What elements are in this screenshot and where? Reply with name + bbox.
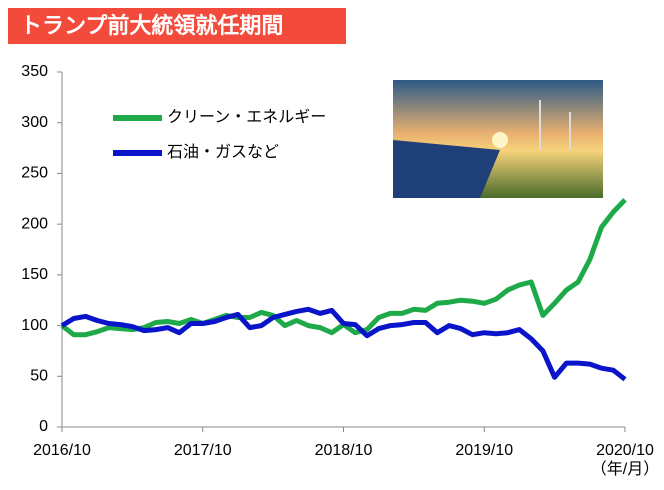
- chart-title: トランプ前大統領就任期間: [20, 13, 283, 38]
- y-tick-label: 0: [39, 418, 48, 435]
- x-tick-label: 2016/10: [33, 442, 91, 459]
- chart: トランプ前大統領就任期間 （年/月） 0 50 100 150 200 250 300 350…: [0, 0, 664, 485]
- y-tick-label: 300: [21, 114, 48, 131]
- series-line: [62, 200, 625, 335]
- photo: [393, 80, 603, 198]
- x-tick-label: 2019/10: [455, 442, 513, 459]
- series-line: [62, 309, 625, 379]
- y-tick-label: 350: [21, 63, 48, 80]
- x-tick-label: 2018/10: [315, 442, 373, 459]
- x-tick-label: 2017/10: [174, 442, 232, 459]
- y-tick-label: 200: [21, 215, 48, 232]
- legend-label: クリーン・エネルギー: [167, 108, 326, 126]
- y-tick-label: 250: [21, 165, 48, 182]
- legend-label: 石油・ガスなど: [167, 143, 279, 161]
- x-tick-label: 2020/10: [596, 442, 654, 459]
- y-tick-label: 50: [30, 368, 48, 385]
- x-unit: （年/月）: [591, 460, 659, 478]
- y-tick-label: 100: [21, 317, 48, 334]
- y-tick-label: 150: [21, 266, 48, 283]
